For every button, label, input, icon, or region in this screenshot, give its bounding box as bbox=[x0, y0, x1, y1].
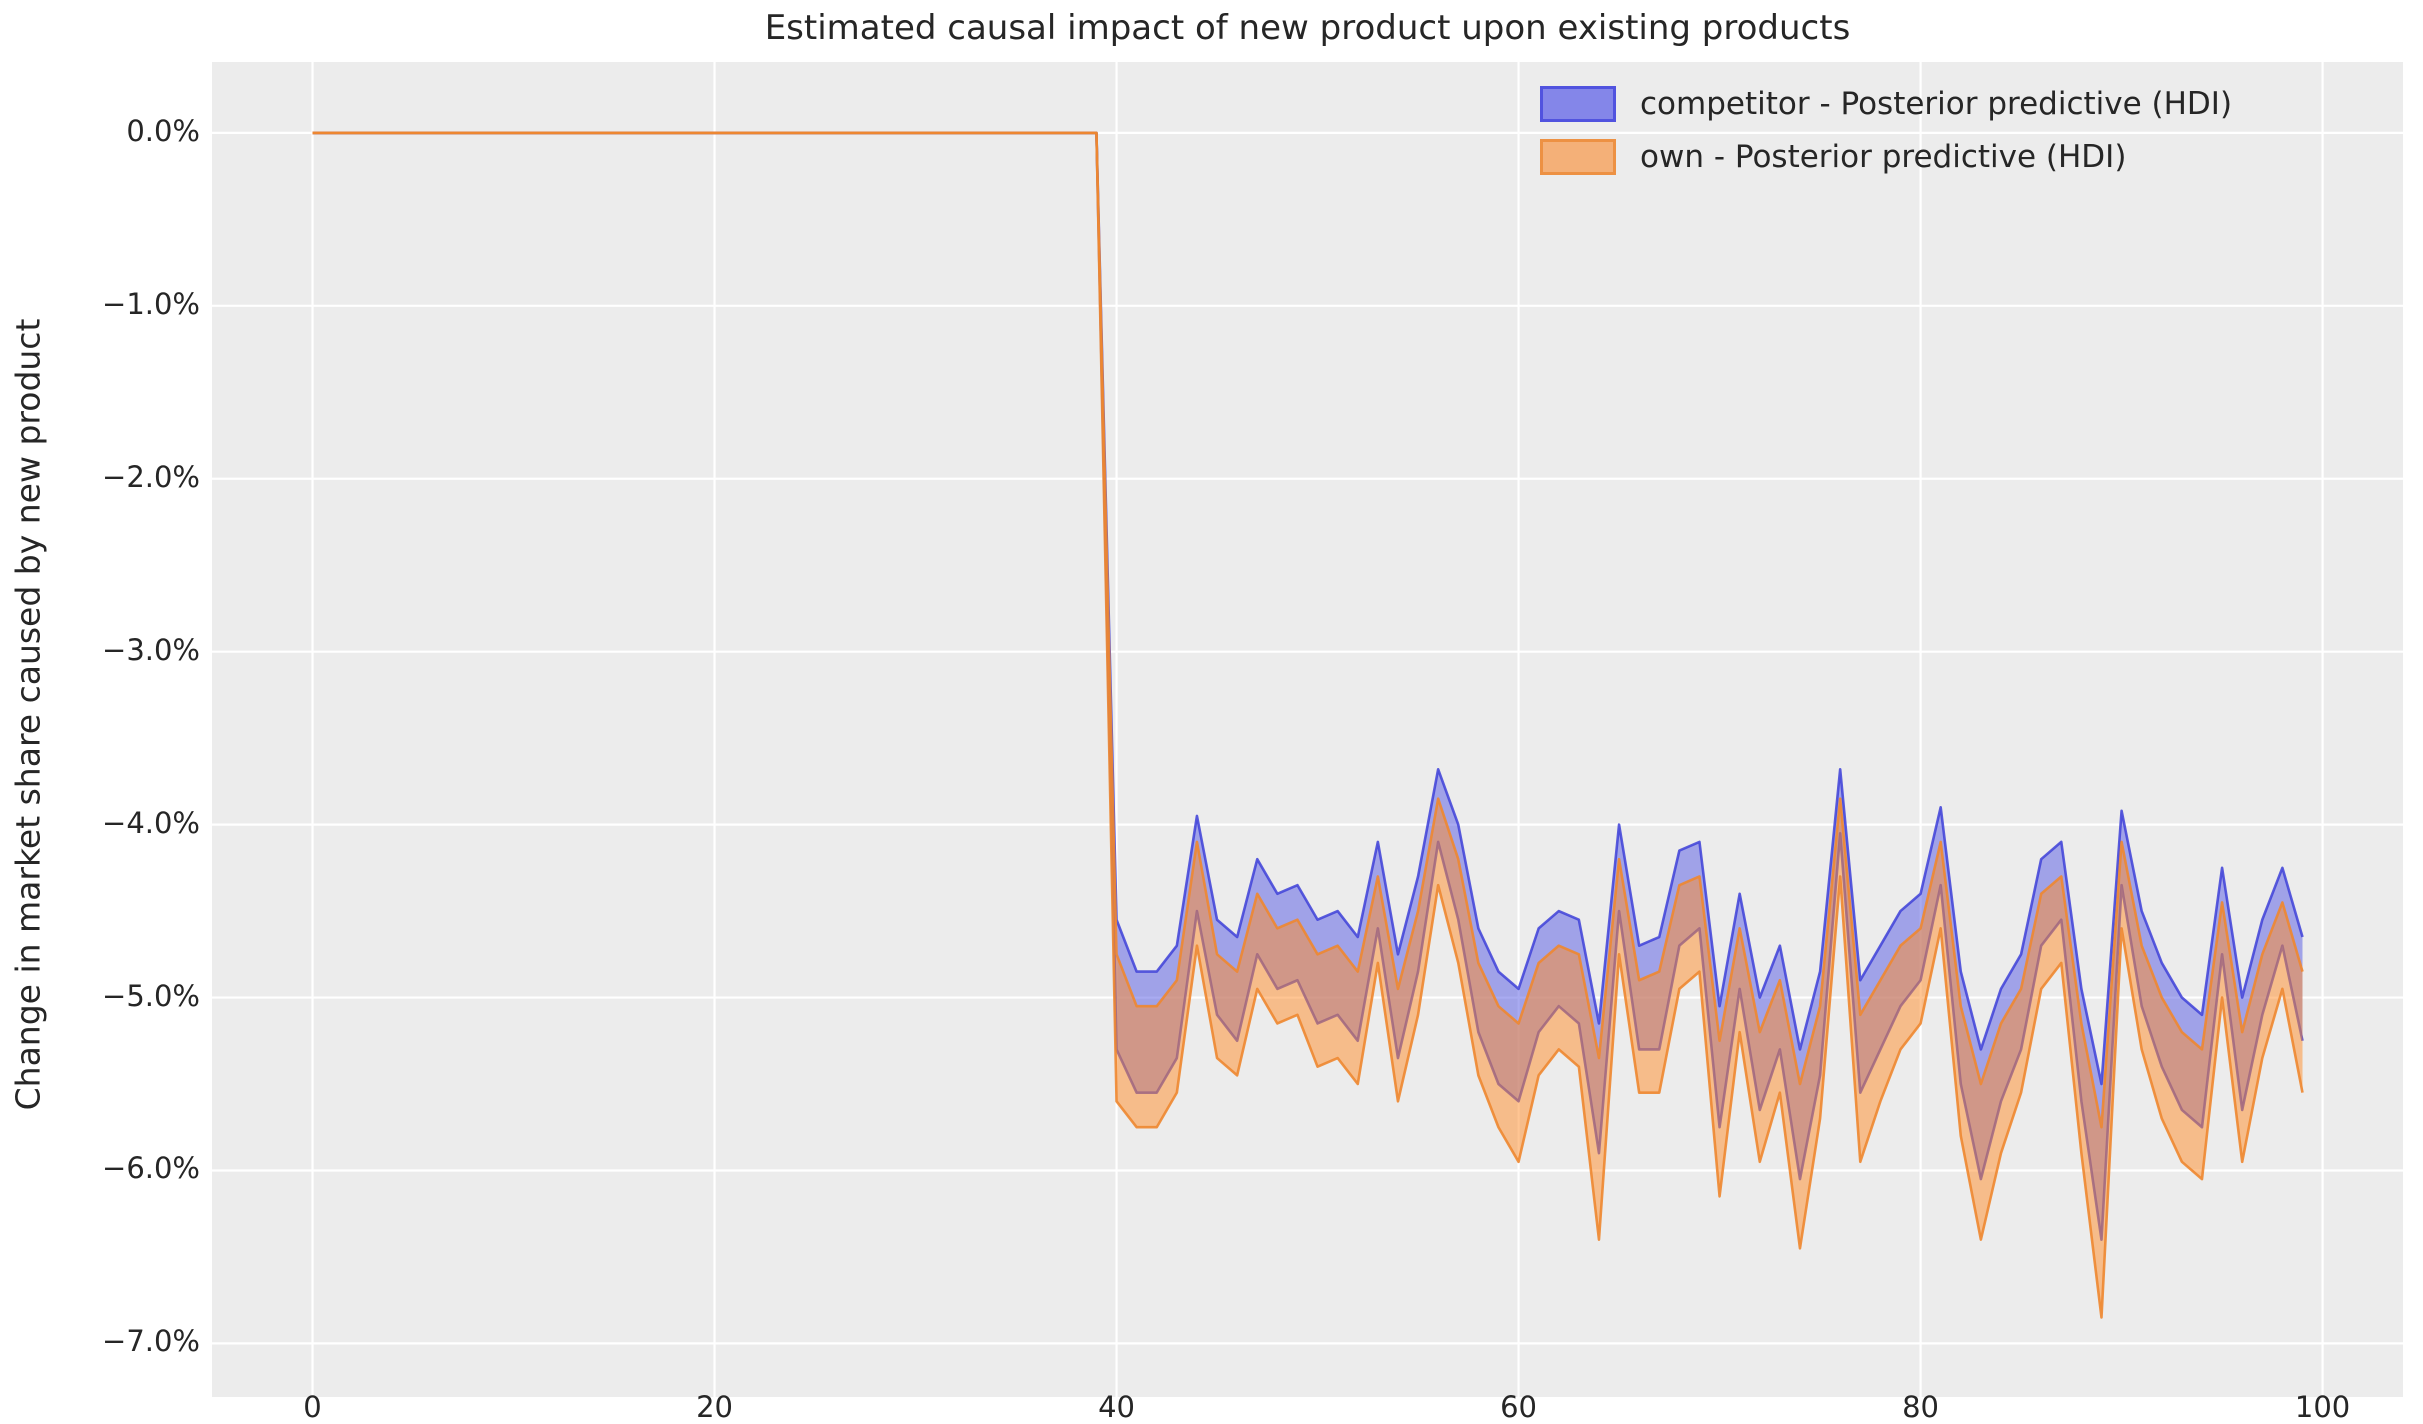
y-tick-label: −5.0% bbox=[102, 978, 200, 1013]
own-band-swatch bbox=[1540, 139, 1616, 175]
y-tick-label: −3.0% bbox=[102, 632, 200, 667]
x-tick-label: 40 bbox=[1098, 1390, 1135, 1424]
x-tick-label: 80 bbox=[1902, 1390, 1940, 1424]
y-axis-label: Change in market share caused by new pro… bbox=[8, 318, 48, 1111]
y-tick-label: −4.0% bbox=[102, 805, 200, 840]
plot-background bbox=[212, 62, 2403, 1397]
legend: competitor - Posterior predictive (HDI) … bbox=[1540, 86, 2232, 175]
competitor-band-swatch bbox=[1540, 86, 1616, 122]
legend-label-competitor: competitor - Posterior predictive (HDI) bbox=[1640, 86, 2233, 122]
own-band-lower-edge bbox=[312, 131, 2304, 1319]
x-tick-label: 60 bbox=[1500, 1390, 1537, 1424]
own-band bbox=[312, 132, 2303, 1318]
legend-label-own: own - Posterior predictive (HDI) bbox=[1640, 139, 2127, 175]
legend-item-own: own - Posterior predictive (HDI) bbox=[1540, 139, 2232, 175]
y-tick-label: −1.0% bbox=[102, 286, 200, 321]
y-tick-label: −2.0% bbox=[102, 459, 200, 494]
chart-title: Estimated causal impact of new product u… bbox=[764, 8, 1851, 48]
y-tick-label: −6.0% bbox=[102, 1151, 200, 1186]
x-tick-label: 20 bbox=[696, 1390, 733, 1424]
x-tick-label: 0 bbox=[303, 1390, 322, 1424]
y-tick-label: −7.0% bbox=[102, 1324, 200, 1359]
x-tick-label: 100 bbox=[2294, 1390, 2351, 1424]
legend-item-competitor: competitor - Posterior predictive (HDI) bbox=[1540, 86, 2232, 122]
y-tick-label: 0.0% bbox=[126, 113, 200, 148]
